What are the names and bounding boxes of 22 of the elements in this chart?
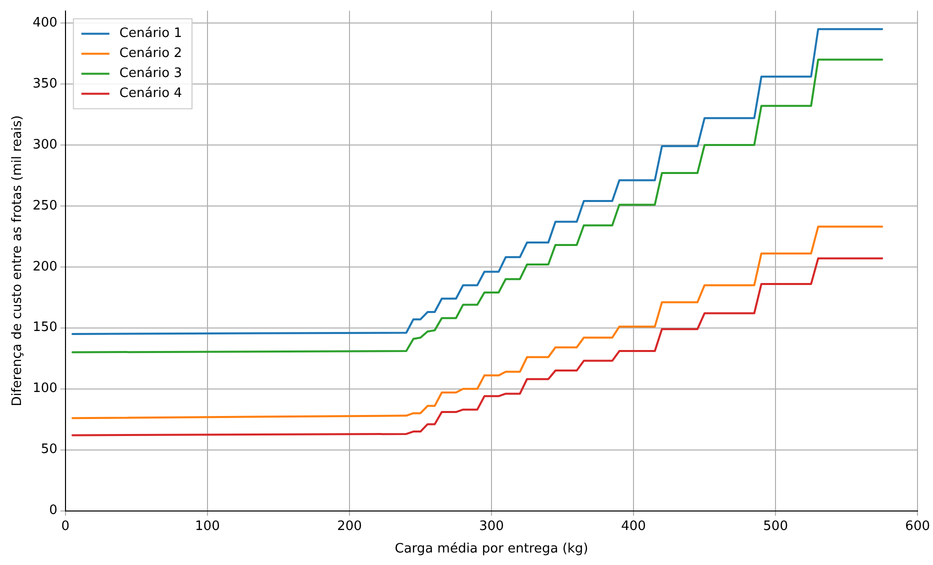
x-tick-label: 600	[905, 518, 930, 534]
x-axis-title: Carga média por entrega (kg)	[394, 542, 588, 557]
y-tick-label: 350	[32, 76, 58, 92]
x-tick-label: 300	[479, 518, 504, 534]
x-tick-label: 200	[337, 518, 362, 534]
y-tick-label: 250	[32, 198, 58, 214]
y-tick-label: 300	[32, 137, 58, 152]
legend-label: Cenário 3	[119, 66, 182, 82]
x-tick-label: 500	[763, 518, 788, 534]
y-tick-label: 100	[32, 381, 58, 396]
y-tick-label: 150	[32, 320, 58, 336]
y-tick-label: 200	[32, 259, 58, 274]
y-tick-label: 400	[32, 15, 58, 30]
x-tick-label: 400	[621, 518, 646, 534]
x-tick-label: 0	[61, 518, 70, 534]
x-tick-label: 100	[195, 518, 220, 534]
legend-label: Cenário 1	[119, 26, 182, 42]
y-tick-label: 0	[49, 503, 58, 518]
y-axis-title: Diferença de custo entre as frotas (mil reais)	[10, 115, 26, 406]
y-tick-label: 50	[40, 442, 58, 458]
legend-label: Cenário 4	[119, 86, 182, 102]
legend-label: Cenário 2	[119, 46, 182, 62]
